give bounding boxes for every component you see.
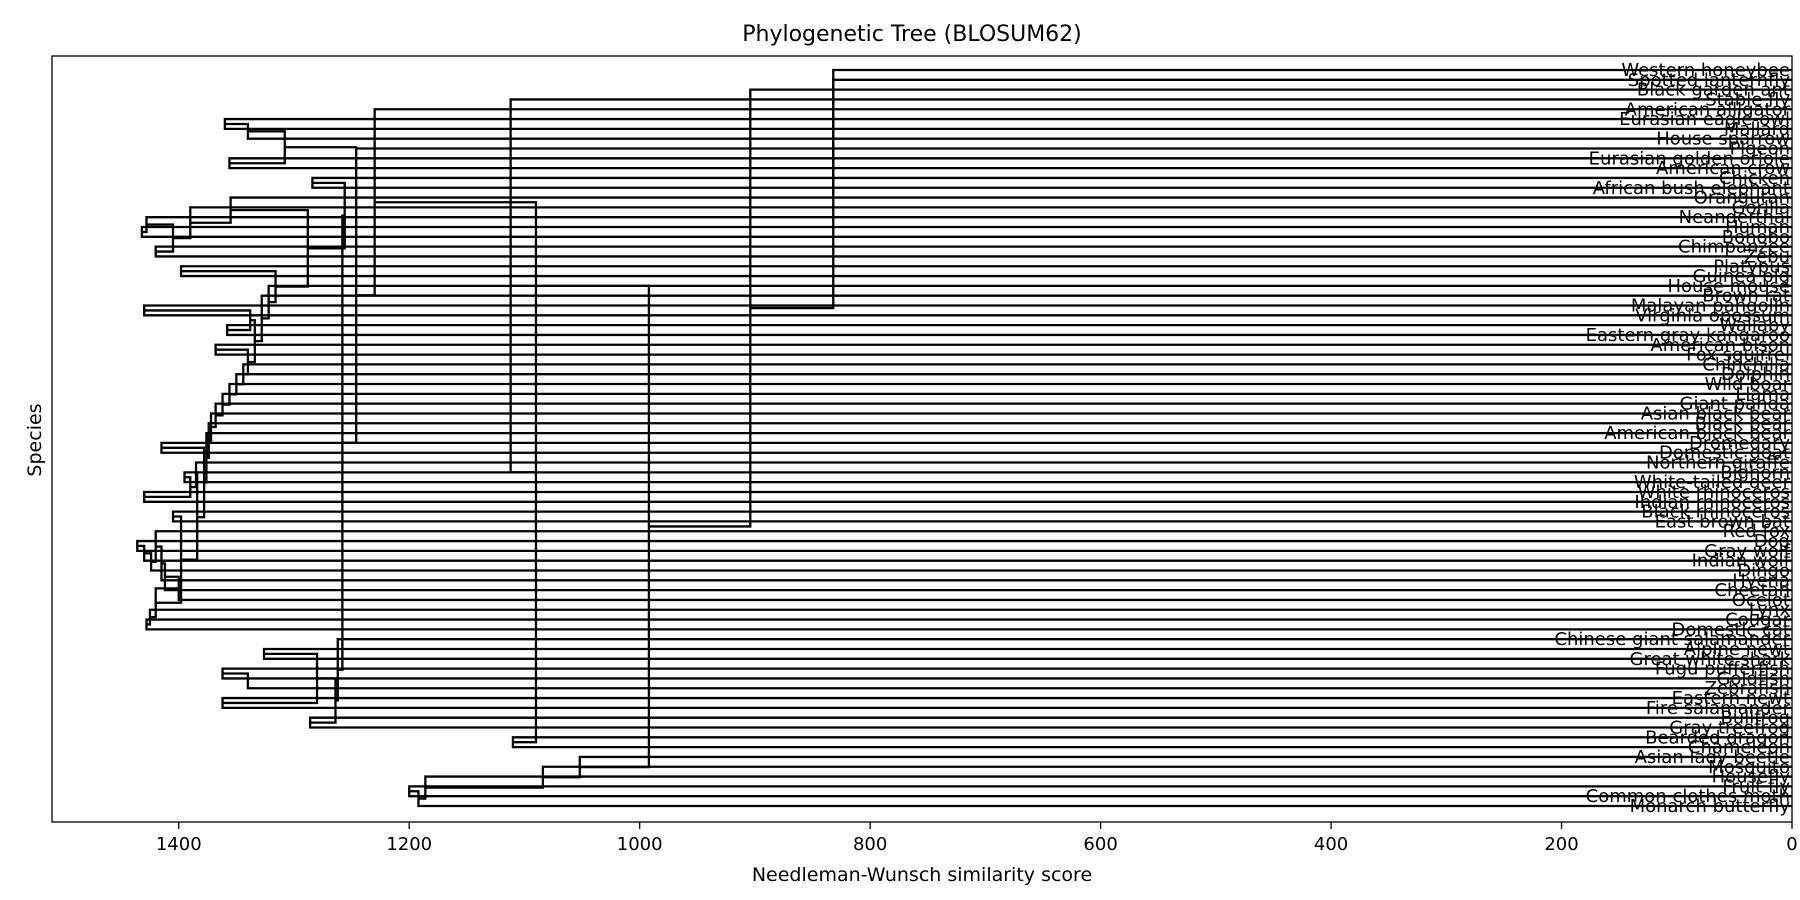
leaf-label: White-tailed deer (1634, 472, 1791, 493)
leaf-label: Chinchilla (1702, 354, 1790, 375)
leaf-label: Cheetah (1714, 580, 1790, 601)
x-axis-ticks: 1400 1200 1000 800 600 400 200 0 (156, 822, 1798, 855)
leaf-label: Fire salamander (1646, 698, 1791, 719)
leaf-label: Housefly (1712, 767, 1791, 788)
plot-area-frame (51, 55, 1793, 823)
leaf-label: Spotted lanternfly (1628, 70, 1791, 91)
leaf-label: Domestic cat (1671, 619, 1790, 640)
x-tick-label: 200 (1544, 834, 1578, 855)
leaf-label: Goldfish (1716, 668, 1790, 689)
leaf-label: Fugu pufferfish (1655, 659, 1790, 680)
leaf-label: Asian black bear (1641, 403, 1791, 424)
leaf-label: Indian wolf (1692, 551, 1791, 572)
leaf-label: Lynx (1749, 600, 1790, 621)
leaf-label: Mallard (1724, 119, 1790, 140)
leaf-label: Red fox (1723, 521, 1791, 542)
leaf-label: Pigeon (1730, 139, 1790, 160)
leaf-label: Wallaby (1719, 315, 1790, 336)
x-tick-label: 1200 (386, 834, 432, 855)
leaf-label: Ocelot (1732, 590, 1790, 611)
x-tick-label: 800 (853, 834, 887, 855)
tree-branch (222, 672, 1792, 690)
leaf-label: Chimpanzee (1678, 237, 1790, 258)
leaf-label: African bush elephant (1593, 178, 1790, 199)
leaf-label: American bison (1650, 335, 1790, 356)
leaf-label: Platypus (1713, 256, 1790, 277)
leaf-label: White rhinoceros (1638, 482, 1790, 503)
tree-branch (832, 68, 1792, 194)
leaf-label: Fox squirrel (1686, 345, 1790, 366)
leaf-label: American black bear (1604, 423, 1790, 444)
leaf-label: Dog (1754, 531, 1790, 552)
x-tick-label: 600 (1083, 834, 1117, 855)
leaf-label: Guinea pig (1693, 266, 1790, 287)
leaf-label: American alligator (1625, 99, 1791, 120)
leaf-label: House sparrow (1656, 129, 1790, 150)
leaf-label: Dingo (1737, 560, 1790, 581)
x-axis-label: Needleman-Wunsch similarity score (752, 864, 1092, 886)
leaf-label: Chicken (1719, 168, 1790, 189)
leaf-label: Human (1725, 217, 1790, 238)
leaf-label: Fruit fly (1722, 776, 1790, 797)
leaf-label: American crow (1656, 158, 1790, 179)
leaf-label: Gorilla (1732, 197, 1790, 218)
leaf-label: Eurasian eagle-owl (1619, 109, 1790, 130)
leaf-label: Domestic goat (1659, 443, 1790, 464)
leaf-label: Bighorn (1720, 462, 1790, 483)
leaf-label: Llama (1735, 384, 1790, 405)
leaf-label: Bonobo (1722, 227, 1790, 248)
leaf-label: Mosquito (1708, 757, 1790, 778)
leaf-label: Zebu (1744, 246, 1790, 267)
leaf-label: Chinese giant salamander (1554, 629, 1790, 650)
tree-branch (342, 147, 358, 444)
leaf-label: Great white shark (1630, 649, 1791, 670)
x-tick-label: 400 (1314, 834, 1348, 855)
leaf-label: Brown rat (1702, 286, 1790, 307)
leaf-label: Bullfrog (1720, 708, 1790, 729)
chart-title: Phylogenetic Tree (BLOSUM62) (742, 22, 1082, 47)
leaf-label: Stable fly (1705, 89, 1790, 110)
leaf-label: Eurasian golden oriole (1589, 148, 1790, 169)
dendrogram-branches (136, 68, 1792, 808)
leaf-label: Chameleon (1688, 737, 1790, 758)
x-tick-label: 0 (1786, 834, 1797, 855)
leaf-label: Wild boar (1705, 374, 1791, 395)
leaf-label: Virginia opossum (1635, 305, 1790, 326)
leaf-label: Gray treefrog (1669, 717, 1790, 738)
leaf-label: Monarch butterfly (1630, 796, 1791, 817)
leaf-label: Dolphin (1721, 364, 1790, 385)
leaf-label: Bearded dragon (1645, 727, 1790, 748)
leaf-label: Indian rhinoceros (1634, 492, 1790, 513)
leaf-label: Western honeybee (1621, 60, 1790, 81)
leaf-label: Black bear (1695, 413, 1791, 434)
leaf-label: Dromedary (1689, 433, 1790, 454)
x-tick-label: 1000 (617, 834, 663, 855)
leaf-label: House mouse (1667, 276, 1790, 297)
leaf-label: Gray wolf (1704, 541, 1790, 562)
x-tick-label: 1400 (156, 834, 202, 855)
leaf-label: Zebrafish (1705, 678, 1790, 699)
leaf-label: Common clothes moth (1586, 786, 1790, 807)
leaf-label: Malayan pangolin (1631, 296, 1790, 317)
leaf-label: Black garden ant (1637, 80, 1790, 101)
leaf-label: Giant panda (1680, 394, 1791, 415)
leaf-label: Asian lady beetle (1635, 747, 1790, 768)
leaf-label: Neanderthal (1679, 207, 1790, 228)
leaf-label: Orangutan (1694, 188, 1790, 209)
y-axis-label: Species (24, 403, 46, 476)
leaf-label: Black rhinoceros (1641, 502, 1790, 523)
leaf-label: Eastern newt (1672, 688, 1790, 709)
leaf-label: East brown bat (1655, 511, 1790, 532)
leaf-label: Northern giraffe (1646, 453, 1790, 474)
leaf-label: Alpine newt (1684, 639, 1790, 660)
leaf-label: Cougar (1725, 610, 1790, 631)
leaf-label: Eastern gray kangaroo (1586, 325, 1790, 346)
leaf-label: Hyena (1732, 570, 1790, 591)
